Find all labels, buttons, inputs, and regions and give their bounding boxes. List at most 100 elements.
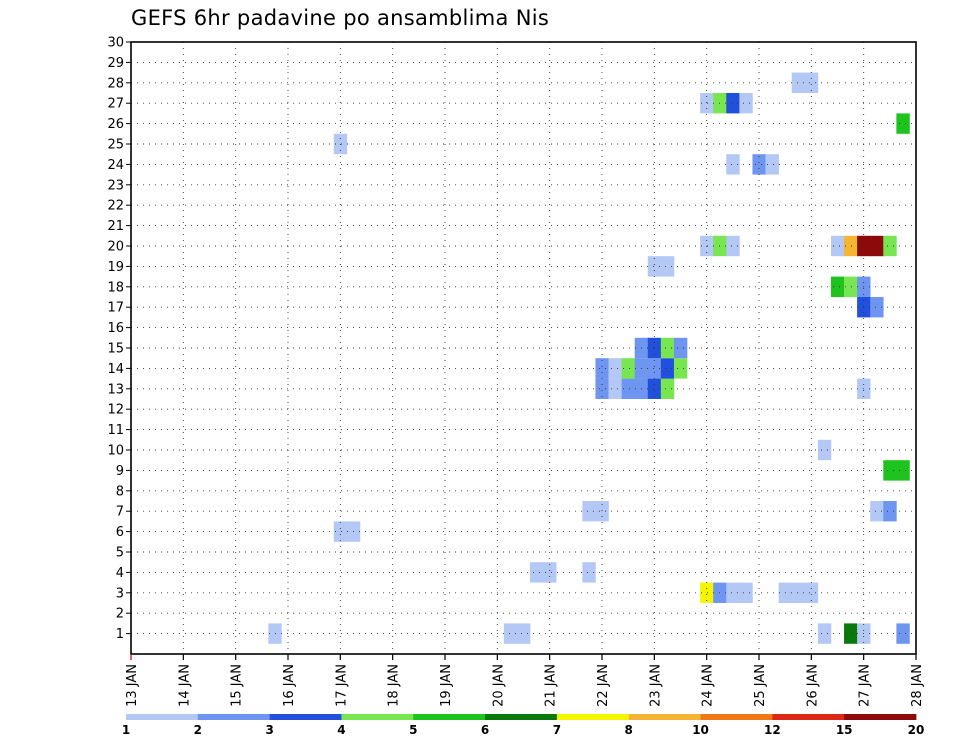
y-tick-label: 14 bbox=[107, 362, 124, 377]
colorbar-swatch bbox=[772, 714, 845, 720]
heatmap-cell bbox=[804, 582, 819, 603]
colorbar-label: 12 bbox=[764, 723, 781, 737]
gridlines bbox=[131, 42, 916, 654]
y-tick-label: 29 bbox=[107, 56, 124, 71]
heatmap-cell bbox=[896, 623, 910, 644]
colorbar-label: 4 bbox=[337, 723, 345, 737]
y-tick-label: 3 bbox=[116, 586, 124, 601]
y-tick-label: 22 bbox=[107, 199, 124, 214]
heatmap-cell bbox=[726, 154, 740, 175]
colorbar-swatch bbox=[700, 714, 773, 720]
heatmap-cell bbox=[739, 582, 753, 603]
heatmap-cell bbox=[621, 378, 636, 399]
heatmap-cell bbox=[647, 378, 662, 399]
colorbar-swatch bbox=[485, 714, 558, 720]
y-tick-label: 25 bbox=[107, 138, 124, 153]
colorbar-legend: 1 2 3 4 5 6 7 8 10 12 15 20 bbox=[122, 714, 925, 737]
x-tick-label: 28 JAN bbox=[910, 664, 925, 707]
heatmap-cell bbox=[844, 623, 858, 644]
heatmap-cell bbox=[817, 439, 832, 461]
heatmap-cell bbox=[582, 501, 596, 522]
y-tick-label: 24 bbox=[107, 158, 124, 173]
y-tick-label: 10 bbox=[107, 444, 124, 459]
heatmap-cell bbox=[333, 521, 348, 542]
y-tick-label: 19 bbox=[107, 260, 124, 275]
heatmap-cell bbox=[700, 582, 714, 603]
heatmap-cell bbox=[582, 562, 596, 583]
heatmap-cell bbox=[870, 297, 884, 318]
y-tick-label: 5 bbox=[116, 546, 124, 561]
heatmap-cell bbox=[647, 256, 662, 277]
colorbar-label: 1 bbox=[122, 723, 130, 737]
heatmap-cell bbox=[647, 358, 662, 379]
colorbar-swatch bbox=[341, 714, 414, 720]
colorbar-label: 2 bbox=[194, 723, 202, 737]
heatmap-cell bbox=[726, 93, 740, 114]
heatmap-cell bbox=[673, 337, 688, 359]
heatmap-cell bbox=[883, 460, 897, 481]
heatmap-cell bbox=[830, 276, 845, 297]
heatmap-cell bbox=[870, 235, 884, 257]
y-axis: 1234567891011121314151617181920212223242… bbox=[107, 36, 131, 642]
y-tick-label: 13 bbox=[107, 382, 124, 397]
heatmap-cell bbox=[765, 154, 779, 175]
y-tick-label: 30 bbox=[107, 36, 124, 51]
heatmap-cell bbox=[543, 562, 557, 583]
colorbar-label: 20 bbox=[908, 723, 925, 737]
colorbar-label: 8 bbox=[625, 723, 633, 737]
y-tick-label: 27 bbox=[107, 97, 124, 112]
heatmap-cell bbox=[726, 235, 740, 257]
y-tick-label: 17 bbox=[107, 301, 124, 316]
x-tick-label: 13 JAN bbox=[125, 664, 140, 707]
x-tick-label: 15 JAN bbox=[230, 664, 245, 707]
heatmap-cell bbox=[830, 235, 845, 257]
y-tick-label: 26 bbox=[107, 117, 124, 132]
colorbar-swatch bbox=[197, 714, 271, 720]
x-tick-label: 26 JAN bbox=[805, 664, 820, 707]
y-tick-label: 9 bbox=[116, 464, 124, 479]
heatmap-cell bbox=[896, 113, 910, 134]
x-tick-label: 25 JAN bbox=[753, 664, 768, 707]
colorbar-swatch bbox=[126, 714, 199, 720]
y-tick-label: 4 bbox=[116, 566, 124, 581]
x-tick-label: 22 JAN bbox=[596, 664, 611, 707]
x-tick-label: 24 JAN bbox=[701, 664, 716, 707]
colorbar-swatch bbox=[628, 714, 701, 720]
x-tick-label: 20 JAN bbox=[491, 664, 506, 707]
heatmap-cell bbox=[608, 358, 622, 379]
y-tick-label: 28 bbox=[107, 76, 124, 91]
heatmap-cell bbox=[503, 623, 518, 644]
colorbar-label: 10 bbox=[692, 723, 709, 737]
heatmap-cell bbox=[595, 358, 609, 379]
chart-title: GEFS 6hr padavine po ansamblima Nis bbox=[131, 6, 550, 30]
plot-frame bbox=[130, 41, 917, 655]
heatmap-cell bbox=[516, 623, 531, 644]
heatmap-cell bbox=[870, 501, 884, 522]
heatmap-cells bbox=[268, 72, 910, 644]
y-tick-label: 12 bbox=[107, 403, 124, 418]
heatmap-cell bbox=[817, 623, 832, 644]
x-tick-label: 16 JAN bbox=[282, 664, 297, 707]
colorbar-swatch bbox=[556, 714, 630, 720]
x-tick-label: 27 JAN bbox=[858, 664, 873, 707]
heatmap-cell bbox=[530, 562, 544, 583]
heatmap-cell bbox=[726, 582, 740, 603]
colorbar-label: 6 bbox=[481, 723, 489, 737]
y-tick-label: 15 bbox=[107, 342, 124, 357]
heatmap-cell bbox=[844, 235, 858, 257]
heatmap-cell bbox=[883, 501, 897, 522]
x-tick-label: 21 JAN bbox=[544, 664, 559, 707]
y-tick-label: 2 bbox=[116, 607, 124, 622]
heatmap-cell bbox=[883, 235, 897, 257]
heatmap-cell bbox=[791, 72, 806, 93]
colorbar-label: 3 bbox=[265, 723, 273, 737]
heatmap-cell bbox=[804, 72, 819, 93]
colorbar-swatch bbox=[269, 714, 342, 720]
heatmap-cell bbox=[896, 460, 910, 481]
y-tick-label: 1 bbox=[116, 627, 124, 642]
x-tick-label: 23 JAN bbox=[648, 664, 663, 707]
heatmap-cell bbox=[660, 256, 675, 277]
colorbar-label: 5 bbox=[409, 723, 417, 737]
y-tick-label: 23 bbox=[107, 178, 124, 193]
